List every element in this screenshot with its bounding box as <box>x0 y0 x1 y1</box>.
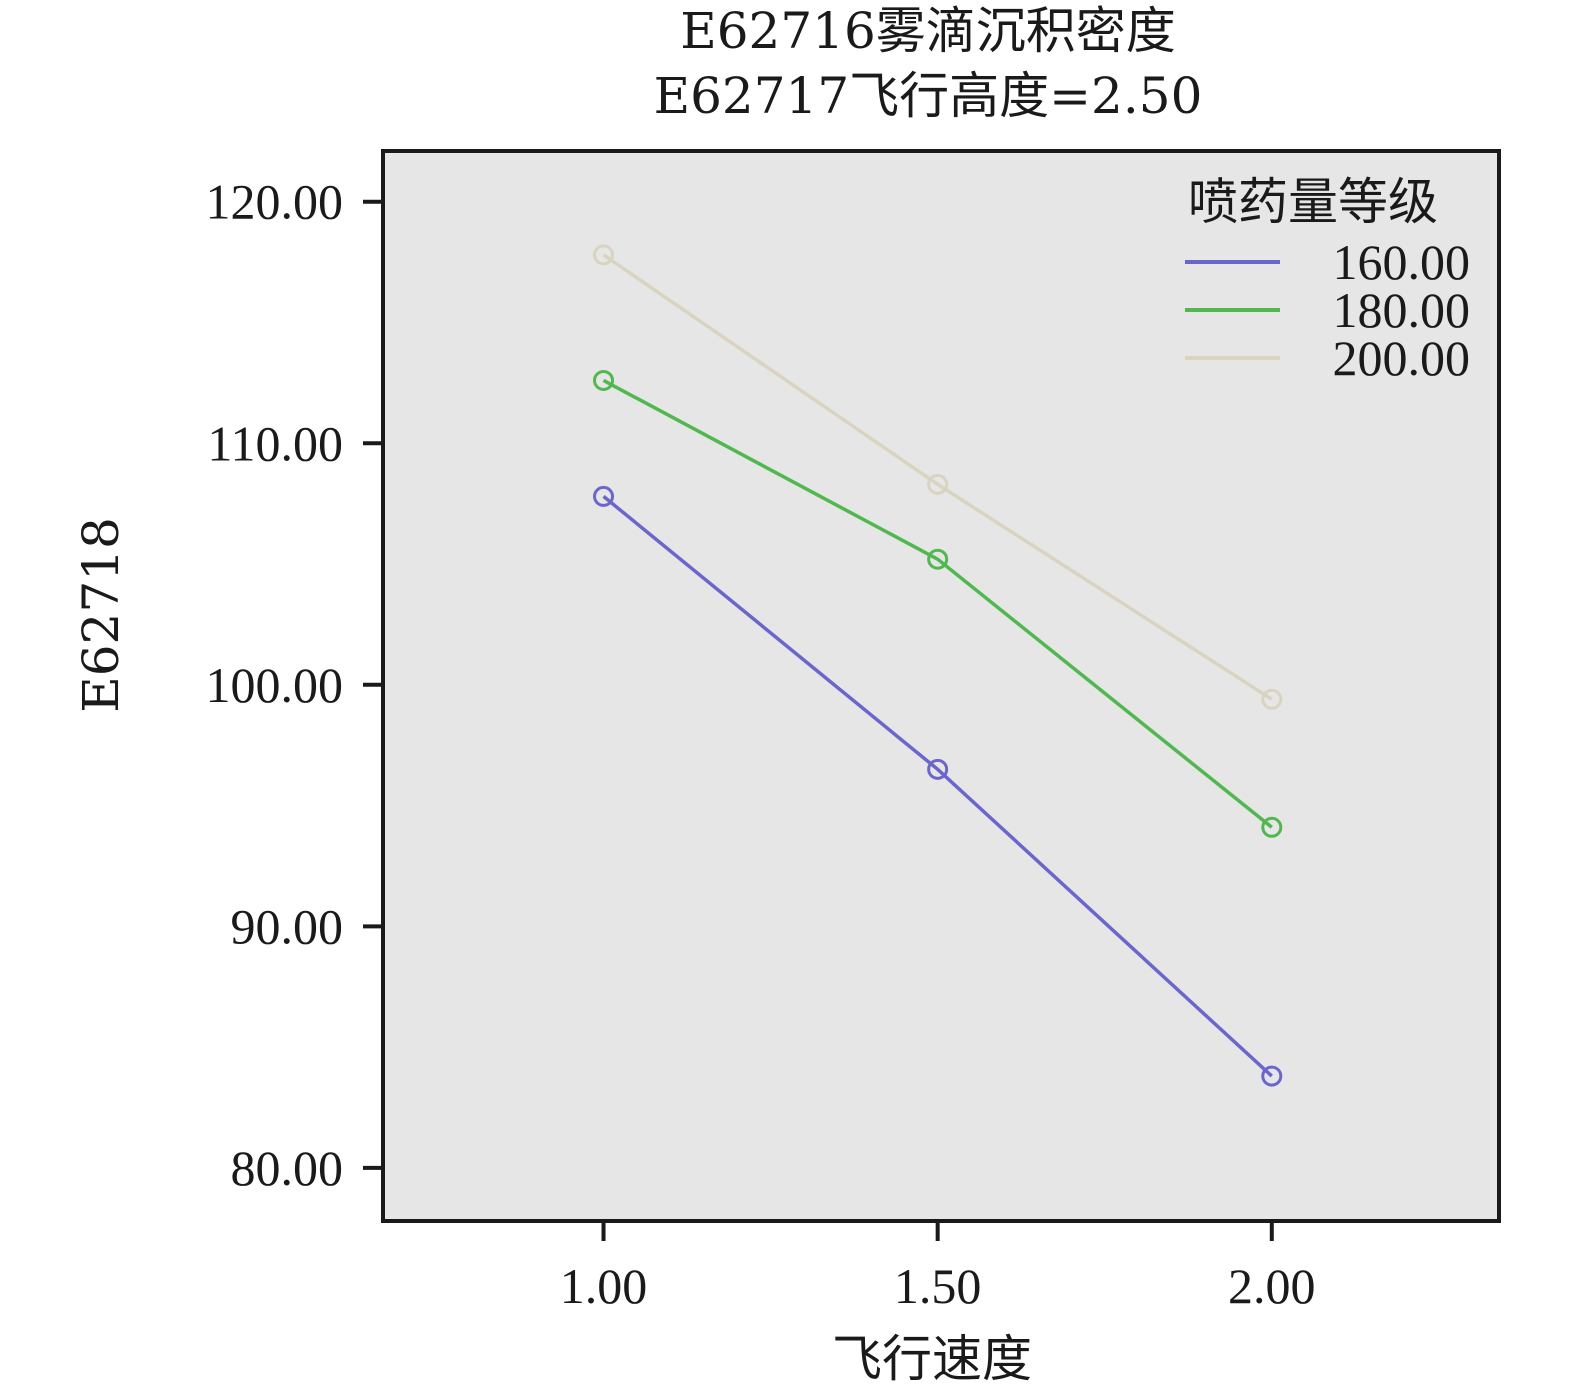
data-point <box>593 244 615 266</box>
data-point <box>927 758 949 780</box>
y-tick-label: 110.00 <box>207 415 343 471</box>
plot-area <box>381 149 1501 1223</box>
data-point <box>593 369 615 391</box>
x-tick-label: 2.00 <box>1228 1258 1316 1314</box>
x-tick-label: 1.00 <box>560 1258 648 1314</box>
x-axis: 1.00 1.50 2.00 <box>560 1221 1316 1314</box>
data-point <box>1261 1065 1283 1087</box>
y-tick-label: 100.00 <box>206 657 344 713</box>
y-tick-label: 90.00 <box>231 898 344 954</box>
x-tick-label: 1.50 <box>894 1258 982 1314</box>
data-point <box>1261 688 1283 710</box>
y-axis-label: E62718 <box>72 517 130 713</box>
y-axis: 80.00 90.00 100.00 110.00 120.00 <box>206 174 383 1196</box>
chart-subtitle: E62717飞行高度=2.50 <box>654 67 1203 125</box>
x-axis-label: 飞行速度 <box>832 1330 1032 1388</box>
series-line <box>602 378 1273 829</box>
data-point <box>927 473 949 495</box>
legend-entry: 180.00 <box>1333 282 1471 338</box>
series-1 <box>593 369 1283 838</box>
legend-title: 喷药量等级 <box>1188 173 1438 231</box>
legend-entry: 160.00 <box>1333 234 1471 290</box>
series-line <box>602 495 1273 1078</box>
data-point <box>593 485 615 507</box>
data-point <box>1261 816 1283 838</box>
series-2 <box>593 244 1283 710</box>
chart-title: E62716雾滴沉积密度 <box>680 2 1176 60</box>
series-line <box>602 253 1273 701</box>
y-tick-label: 120.00 <box>206 174 344 230</box>
y-tick-label: 80.00 <box>231 1140 344 1196</box>
series-0 <box>593 485 1283 1087</box>
series-layer <box>593 244 1283 1087</box>
legend-entry: 200.00 <box>1333 330 1471 386</box>
data-point <box>927 548 949 570</box>
